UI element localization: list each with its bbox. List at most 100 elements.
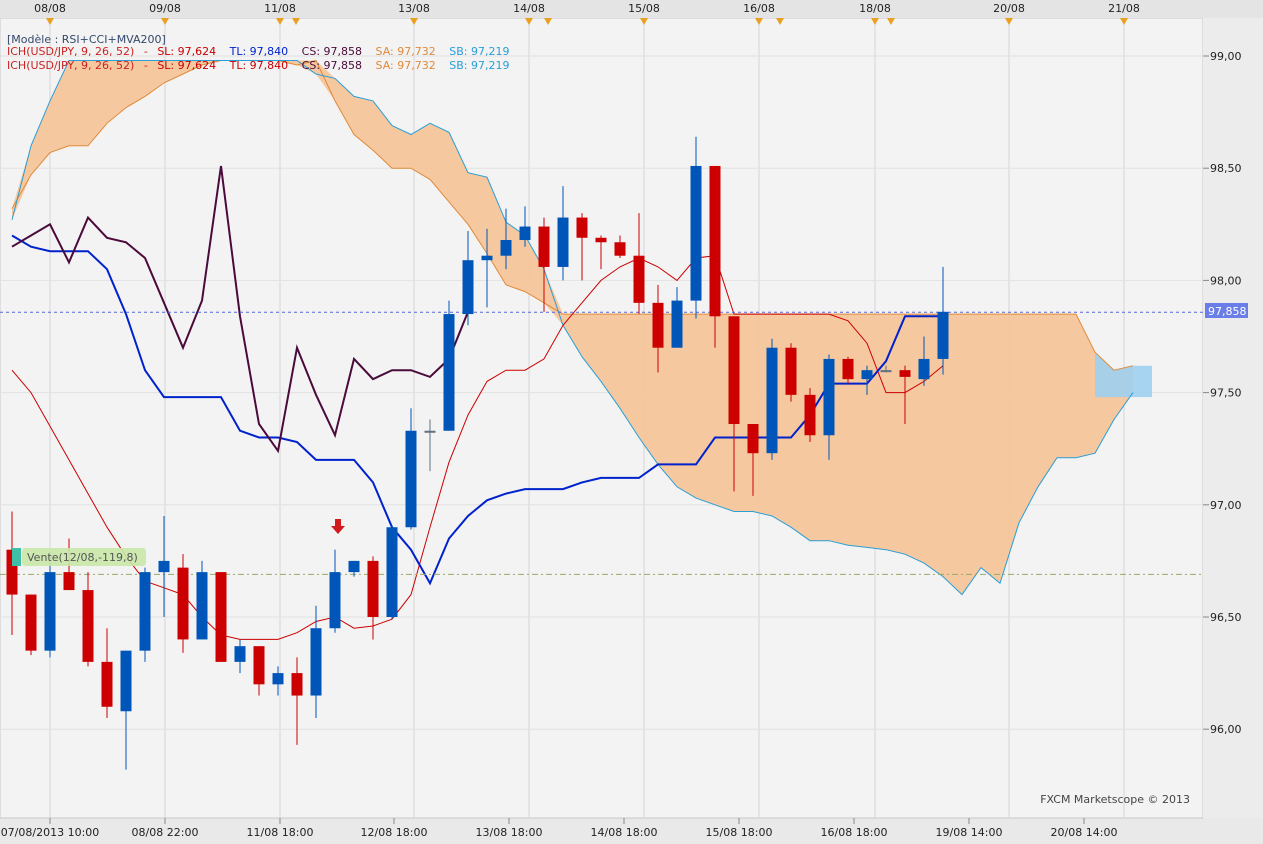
candle-body: [595, 237, 607, 243]
candle-body: [823, 358, 835, 436]
legend-sb: SB: 97,219: [449, 45, 509, 58]
candle-body: [842, 358, 854, 380]
candle-body: [519, 226, 531, 241]
gridlines: [0, 18, 1203, 818]
legend-ich: ICH(USD/JPY, 9, 26, 52): [7, 45, 134, 58]
candle-body: [861, 370, 873, 380]
candle-body: [880, 370, 892, 373]
tenkan-sen-line: [11, 255, 944, 640]
candle-body: [766, 347, 778, 454]
candle-body: [918, 358, 930, 380]
time-marker-icon: [544, 18, 552, 25]
ichimoku-cloud: [12, 60, 1152, 595]
trade-label: Vente(12/08,-119,8): [27, 551, 138, 564]
candle-body: [367, 560, 379, 617]
axes: 08/08 09/08 11/08 13/08 14/08 15/08 16/08 18/08…: [1, 2, 1242, 839]
candle-body: [291, 673, 303, 696]
bottom-date-label: 11/08 18:00: [247, 826, 314, 839]
candle-body: [500, 240, 512, 256]
top-date-label: 18/08: [859, 2, 891, 15]
legend-sa: SA: 97,732: [376, 45, 436, 58]
candle-body: [44, 572, 56, 651]
y-tick-label: 96,00: [1210, 723, 1242, 736]
candle-body: [424, 430, 436, 433]
legend-ich-2: ICH(USD/JPY, 9, 26, 52): [7, 59, 134, 72]
candle-body: [785, 347, 797, 395]
candle-body: [899, 370, 911, 377]
candle-body: [120, 650, 132, 712]
sell-arrow-icon: [331, 519, 345, 534]
legend-tl-2: TL: 97,840: [229, 59, 289, 72]
candle-body: [937, 311, 949, 359]
top-date-label: 16/08: [743, 2, 775, 15]
candles: [6, 136, 949, 770]
legend-sl-2: SL: 97,624: [157, 59, 216, 72]
candle-body: [310, 628, 322, 696]
candle-body: [728, 316, 740, 425]
candle-body: [747, 424, 759, 454]
top-date-label: 14/08: [513, 2, 545, 15]
candle-body: [462, 260, 474, 315]
candle-body: [481, 255, 493, 261]
legend-sa-2: SA: 97,732: [376, 59, 436, 72]
top-date-label: 08/08: [34, 2, 66, 15]
candle-body: [234, 646, 246, 662]
time-marker-icon: [640, 18, 648, 25]
candle-body: [6, 549, 18, 595]
candle-body: [386, 527, 398, 617]
candle-body: [158, 560, 170, 573]
bottom-date-label: 14/08 18:00: [591, 826, 658, 839]
candle-body: [443, 314, 455, 431]
candle-body: [633, 255, 645, 303]
ichimoku-lines: [11, 59, 1134, 640]
y-tick-label: 98,50: [1210, 162, 1242, 175]
candle-body: [405, 430, 417, 528]
y-tick-label: 96,50: [1210, 611, 1242, 624]
time-marker-icon: [776, 18, 784, 25]
time-marker-icon: [276, 18, 284, 25]
bottom-date-label: 15/08 18:00: [706, 826, 773, 839]
time-marker-icon: [410, 18, 418, 25]
top-date-strip: [0, 0, 1263, 18]
candle-body: [272, 673, 284, 685]
candle-body: [538, 226, 550, 267]
model-line: [Modèle : RSI+CCI+MVA200]: [7, 33, 166, 46]
candle-body: [196, 572, 208, 640]
time-marker-icon: [161, 18, 169, 25]
legend-tl: TL: 97,840: [229, 45, 289, 58]
current-price-box: [1205, 303, 1248, 318]
y-tick-label: 97,50: [1210, 387, 1242, 400]
legend: [Modèle : RSI+CCI+MVA200] ICH(USD/JPY, 9…: [7, 33, 509, 72]
current-price-label: 97,858: [1208, 305, 1247, 318]
legend-dash: -: [144, 45, 148, 58]
bottom-date-label: 08/08 22:00: [132, 826, 199, 839]
price-axis[interactable]: [1203, 18, 1263, 818]
time-marker-icon: [46, 18, 54, 25]
senkou-span-b-line: [11, 60, 1134, 596]
legend-cs-2: CS: 97,858: [302, 59, 362, 72]
candle-body: [253, 646, 265, 685]
candle-body: [215, 572, 227, 662]
current-price-marker: 97,858: [1205, 303, 1248, 318]
candle-body: [177, 567, 189, 640]
y-tick-label: 97,00: [1210, 499, 1242, 512]
top-date-label: 20/08: [993, 2, 1025, 15]
candle-body: [82, 590, 94, 662]
legend-line-2: ICH(USD/JPY, 9, 26, 52) - SL: 97,624 TL:…: [7, 59, 509, 72]
time-marker-icon: [755, 18, 763, 25]
kijun-sen-line: [11, 234, 943, 586]
candle-body: [576, 217, 588, 238]
candle-body: [804, 394, 816, 436]
top-date-label: 15/08: [628, 2, 660, 15]
legend-sl: SL: 97,624: [157, 45, 216, 58]
chikou-span-line: [11, 165, 469, 454]
top-date-label: 11/08: [264, 2, 296, 15]
cloud-fill-bearish: [12, 60, 1133, 595]
trade-marker[interactable]: Vente(12/08,-119,8): [12, 548, 146, 566]
top-date-label: 21/08: [1108, 2, 1140, 15]
candle-body: [671, 300, 683, 348]
footer-credit: FXCM Marketscope © 2013: [1040, 793, 1190, 806]
trade-marker-handle[interactable]: [12, 548, 21, 566]
bottom-date-label: 20/08 14:00: [1051, 826, 1118, 839]
